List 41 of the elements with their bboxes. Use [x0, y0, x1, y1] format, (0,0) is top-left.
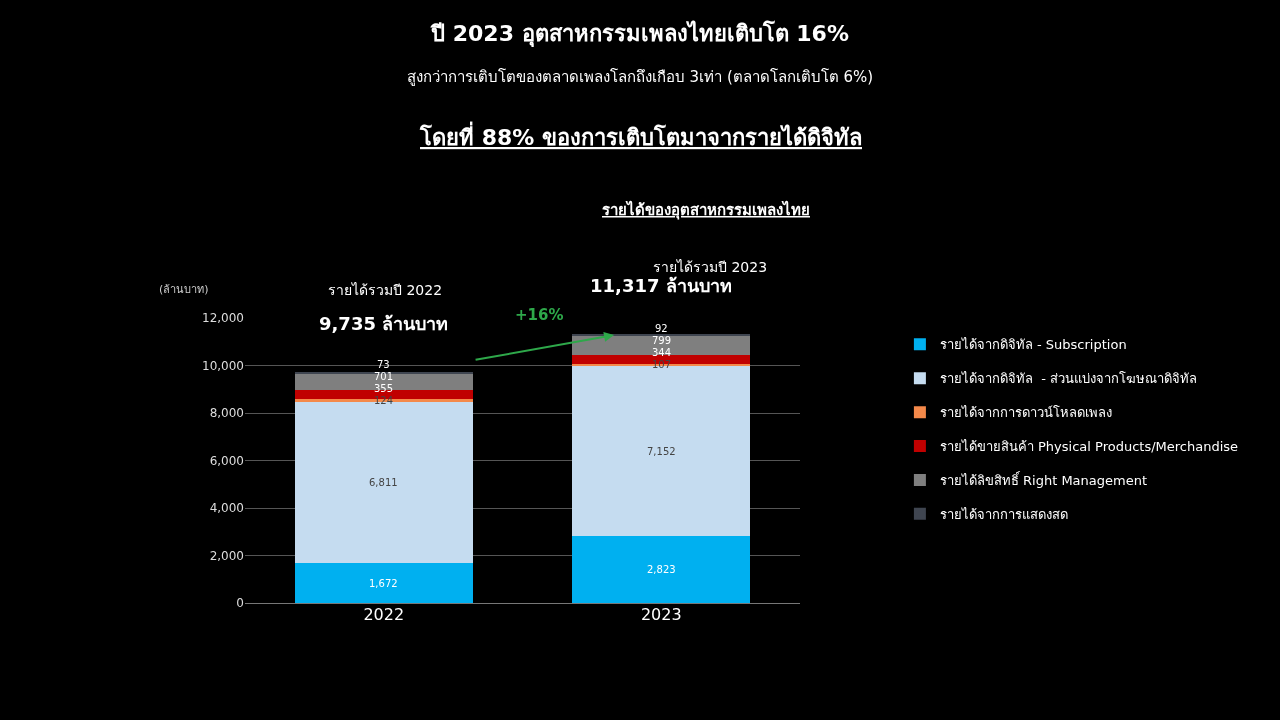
data-label: 92	[655, 323, 668, 334]
y-tick-label: 12,000	[202, 311, 244, 326]
y-tick-label: 10,000	[202, 358, 244, 373]
data-label: 73	[377, 359, 390, 370]
legend-label: รายได้จากการแสดงสด	[939, 506, 1068, 522]
data-label: 799	[652, 335, 672, 346]
y-tick-label: 8,000	[209, 406, 244, 421]
x-tick-label: 2023	[640, 605, 682, 624]
legend-label: รายได้ขายสินค้า Physical Products/Merchandise	[939, 439, 1239, 455]
x-tick-label: 2022	[363, 605, 405, 624]
bar	[572, 336, 751, 356]
text: โดยที่ 88% ของการเติบโตมาจากรายได้ดิจิทัล	[419, 121, 862, 150]
text: รายได้รวมปี 2023	[653, 259, 768, 275]
bar	[572, 366, 751, 536]
bar	[572, 535, 751, 603]
legend-label: รายได้ลิขสิทธิ์ Right Management	[939, 471, 1148, 489]
bar	[294, 373, 473, 391]
y-tick-label: 4,000	[209, 501, 244, 516]
y-tick-label: 2,000	[209, 548, 244, 563]
data-label: 7,152	[647, 446, 676, 457]
annotation: +16%	[515, 306, 564, 324]
text: รายได้รวมปี 2022	[328, 282, 443, 298]
y-tick-label: 0	[236, 596, 244, 611]
total-label: 9,735 ล้านบาท	[319, 313, 449, 334]
data-label: 107	[652, 359, 672, 370]
text: รายได้ของอุตสาหกรรมเพลงไทย	[602, 200, 810, 220]
legend-label: รายได้จากดิจิทัล - Subscription	[939, 337, 1127, 353]
data-label: 2,823	[647, 564, 676, 575]
bar	[294, 398, 473, 402]
legend-label: รายได้จากดิจิทัล - ส่วนแบ่งจากโฆษณาดิจิทัล	[939, 371, 1197, 387]
total-label: 11,317 ล้านบาท	[590, 275, 732, 296]
data-label: 6,811	[369, 477, 398, 488]
chart-subtitle: สูงกว่าการเติบโตของตลาดเพลงโลกถึงเกือบ 3เท่า (ตลาดโลกเติบโต 6%)	[406, 68, 874, 87]
data-label: 701	[374, 371, 394, 382]
bar	[294, 563, 473, 603]
y-axis-title: (ล้านบาท)	[159, 283, 209, 296]
chart-title: ปี 2023 อุตสาหกรรมเพลงไทยเติบโต 16%	[430, 19, 849, 48]
legend-label: รายได้จากการดาวน์โหลดเพลง	[939, 405, 1112, 421]
data-label: 1,672	[369, 578, 398, 589]
data-label: 124	[374, 395, 394, 406]
y-tick-label: 6,000	[209, 453, 244, 468]
